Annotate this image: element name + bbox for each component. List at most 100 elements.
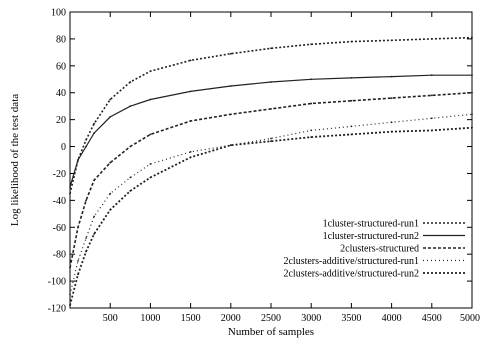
series-3: [69, 91, 473, 269]
data-point: [77, 226, 79, 229]
x-tick-label: 1000: [140, 313, 160, 324]
data-point: [310, 136, 313, 139]
x-tick-label: 500: [103, 313, 118, 324]
data-point: [350, 99, 353, 102]
data-point: [310, 129, 313, 132]
y-tick-label: -120: [48, 304, 66, 315]
data-point: [471, 126, 473, 129]
data-point: [229, 52, 232, 55]
y-tick-label: 40: [56, 88, 66, 99]
legend-label: 2clusters-additive/structured-run2: [283, 269, 419, 280]
data-point: [350, 77, 353, 79]
data-point: [149, 133, 152, 136]
data-point: [390, 39, 393, 42]
data-point: [471, 91, 473, 94]
data-point: [390, 130, 393, 133]
data-point: [93, 179, 95, 182]
data-point: [430, 38, 433, 40]
data-point: [93, 132, 95, 135]
x-tick-label: 1500: [181, 313, 201, 324]
data-point: [270, 47, 272, 50]
legend-label: 1cluster-structured-run1: [323, 219, 419, 230]
data-point: [69, 304, 71, 307]
data-point: [430, 129, 433, 132]
data-point: [270, 140, 272, 143]
x-tick-label: 3500: [341, 313, 361, 324]
x-axis-title: Number of samples: [228, 326, 314, 338]
data-point: [270, 137, 272, 140]
data-point: [189, 156, 192, 159]
data-point: [310, 102, 313, 105]
data-point: [85, 250, 87, 253]
data-point: [109, 98, 112, 101]
data-point: [471, 74, 473, 77]
y-tick-label: 80: [56, 34, 66, 45]
data-point: [69, 293, 71, 296]
data-point: [471, 36, 473, 39]
data-point: [93, 215, 95, 218]
data-point: [270, 108, 272, 110]
data-point: [149, 98, 152, 101]
y-tick-label: -20: [53, 169, 66, 180]
data-point: [85, 237, 87, 239]
x-tick-label: 2000: [221, 313, 241, 324]
data-point: [430, 117, 433, 120]
data-point: [149, 176, 152, 179]
data-point: [229, 85, 232, 87]
data-point: [149, 70, 152, 73]
y-tick-label: 60: [56, 61, 66, 72]
y-tick-label: 100: [51, 8, 66, 19]
data-point: [149, 163, 152, 165]
data-point: [270, 81, 272, 83]
x-tick-label: 2500: [261, 313, 281, 324]
x-tick-label: 4500: [422, 313, 442, 324]
data-point: [77, 273, 79, 276]
data-point: [189, 90, 192, 93]
series-2: [69, 74, 473, 188]
legend: 1cluster-structured-run11cluster-structu…: [283, 219, 465, 280]
data-point: [85, 145, 87, 148]
data-point: [129, 105, 132, 108]
legend-label: 2clusters-additive/structured-run1: [283, 256, 419, 267]
data-point: [109, 192, 112, 195]
y-tick-label: -100: [48, 277, 66, 288]
data-point: [93, 233, 95, 235]
data-point: [93, 122, 95, 125]
data-point: [129, 190, 132, 192]
y-tick-label: -40: [53, 196, 66, 207]
legend-label: 2clusters-structured: [340, 244, 419, 255]
data-point: [430, 94, 433, 97]
x-tick-label: 3000: [301, 313, 321, 324]
data-point: [229, 144, 232, 147]
data-point: [310, 78, 313, 81]
data-point: [189, 151, 192, 153]
data-point: [129, 176, 132, 179]
data-point: [77, 159, 79, 161]
series-5: [69, 126, 473, 307]
data-point: [471, 113, 473, 116]
data-point: [109, 208, 112, 211]
axes-layer: -120 -100 -80 -60 -40 -20 0 20 40 60 80 100 500 1000 1…: [48, 8, 480, 325]
data-point: [390, 75, 393, 78]
data-point: [69, 266, 71, 269]
y-tick-label: -80: [53, 250, 66, 261]
data-point: [85, 199, 87, 202]
data-point: [229, 113, 232, 116]
y-axis-title: Log likelihood of the test data: [9, 94, 21, 226]
data-point: [189, 120, 192, 122]
data-point: [77, 260, 79, 262]
series-line: [69, 36, 473, 194]
x-tick-label: 5000: [460, 313, 480, 324]
data-point: [129, 81, 132, 83]
data-point: [109, 116, 112, 118]
y-tick-label: 20: [56, 115, 66, 126]
data-point: [189, 59, 192, 62]
data-point: [310, 43, 313, 46]
data-point: [350, 133, 353, 136]
data-point: [85, 138, 87, 141]
series-layer: [69, 36, 473, 307]
series-1: [69, 36, 473, 195]
data-point: [69, 186, 71, 188]
data-point: [109, 161, 112, 164]
